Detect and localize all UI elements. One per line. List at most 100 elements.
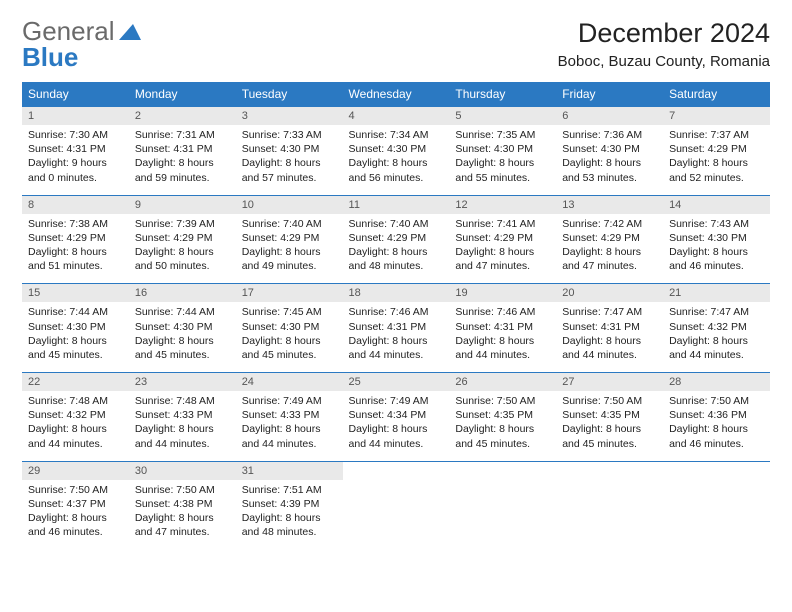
daylight-text: Daylight: 8 hours and 44 minutes. xyxy=(562,334,657,362)
calendar-day-cell: 13Sunrise: 7:42 AMSunset: 4:29 PMDayligh… xyxy=(556,195,663,284)
weekday-header: Sunday xyxy=(22,82,129,107)
sunset-text: Sunset: 4:36 PM xyxy=(669,408,764,422)
logo-sail-icon xyxy=(119,16,141,46)
sunrise-text: Sunrise: 7:49 AM xyxy=(349,394,444,408)
day-body: Sunrise: 7:31 AMSunset: 4:31 PMDaylight:… xyxy=(129,125,236,195)
day-number: 10 xyxy=(236,196,343,214)
day-number: 1 xyxy=(22,107,129,125)
day-number: 22 xyxy=(22,373,129,391)
sunrise-text: Sunrise: 7:42 AM xyxy=(562,217,657,231)
day-body: Sunrise: 7:50 AMSunset: 4:36 PMDaylight:… xyxy=(663,391,770,461)
day-number: 24 xyxy=(236,373,343,391)
daylight-text: Daylight: 8 hours and 47 minutes. xyxy=(562,245,657,273)
sunset-text: Sunset: 4:30 PM xyxy=(242,320,337,334)
day-body: Sunrise: 7:37 AMSunset: 4:29 PMDaylight:… xyxy=(663,125,770,195)
daylight-text: Daylight: 8 hours and 48 minutes. xyxy=(349,245,444,273)
daylight-text: Daylight: 8 hours and 46 minutes. xyxy=(669,422,764,450)
sunset-text: Sunset: 4:29 PM xyxy=(669,142,764,156)
sunrise-text: Sunrise: 7:45 AM xyxy=(242,305,337,319)
sunrise-text: Sunrise: 7:41 AM xyxy=(455,217,550,231)
daylight-text: Daylight: 8 hours and 49 minutes. xyxy=(242,245,337,273)
weekday-header: Wednesday xyxy=(343,82,450,107)
day-number: 9 xyxy=(129,196,236,214)
day-body: Sunrise: 7:40 AMSunset: 4:29 PMDaylight:… xyxy=(343,214,450,284)
weekday-header: Thursday xyxy=(449,82,556,107)
calendar-day-cell: 24Sunrise: 7:49 AMSunset: 4:33 PMDayligh… xyxy=(236,373,343,462)
day-body: Sunrise: 7:42 AMSunset: 4:29 PMDaylight:… xyxy=(556,214,663,284)
daylight-text: Daylight: 8 hours and 59 minutes. xyxy=(135,156,230,184)
daylight-text: Daylight: 8 hours and 53 minutes. xyxy=(562,156,657,184)
daylight-text: Daylight: 8 hours and 47 minutes. xyxy=(135,511,230,539)
day-number: 23 xyxy=(129,373,236,391)
daylight-text: Daylight: 9 hours and 0 minutes. xyxy=(28,156,123,184)
day-number: 21 xyxy=(663,284,770,302)
logo: General Blue xyxy=(22,18,141,70)
sunset-text: Sunset: 4:31 PM xyxy=(135,142,230,156)
day-number: 6 xyxy=(556,107,663,125)
page-title: December 2024 xyxy=(558,18,770,49)
day-body: Sunrise: 7:44 AMSunset: 4:30 PMDaylight:… xyxy=(129,302,236,372)
daylight-text: Daylight: 8 hours and 55 minutes. xyxy=(455,156,550,184)
day-number: 5 xyxy=(449,107,556,125)
daylight-text: Daylight: 8 hours and 45 minutes. xyxy=(135,334,230,362)
calendar-day-cell: 17Sunrise: 7:45 AMSunset: 4:30 PMDayligh… xyxy=(236,284,343,373)
weekday-header: Monday xyxy=(129,82,236,107)
day-body: Sunrise: 7:34 AMSunset: 4:30 PMDaylight:… xyxy=(343,125,450,195)
day-number: 14 xyxy=(663,196,770,214)
sunset-text: Sunset: 4:33 PM xyxy=(135,408,230,422)
sunset-text: Sunset: 4:31 PM xyxy=(349,320,444,334)
sunset-text: Sunset: 4:37 PM xyxy=(28,497,123,511)
calendar-day-cell: 4Sunrise: 7:34 AMSunset: 4:30 PMDaylight… xyxy=(343,107,450,196)
sunrise-text: Sunrise: 7:30 AM xyxy=(28,128,123,142)
sunrise-text: Sunrise: 7:50 AM xyxy=(455,394,550,408)
sunset-text: Sunset: 4:35 PM xyxy=(562,408,657,422)
calendar-day-cell: 3Sunrise: 7:33 AMSunset: 4:30 PMDaylight… xyxy=(236,107,343,196)
sunset-text: Sunset: 4:31 PM xyxy=(28,142,123,156)
daylight-text: Daylight: 8 hours and 45 minutes. xyxy=(562,422,657,450)
sunrise-text: Sunrise: 7:47 AM xyxy=(562,305,657,319)
sunrise-text: Sunrise: 7:50 AM xyxy=(28,483,123,497)
sunrise-text: Sunrise: 7:39 AM xyxy=(135,217,230,231)
sunset-text: Sunset: 4:29 PM xyxy=(349,231,444,245)
day-body: Sunrise: 7:50 AMSunset: 4:38 PMDaylight:… xyxy=(129,480,236,550)
calendar-day-cell: 8Sunrise: 7:38 AMSunset: 4:29 PMDaylight… xyxy=(22,195,129,284)
sunrise-text: Sunrise: 7:40 AM xyxy=(242,217,337,231)
daylight-text: Daylight: 8 hours and 50 minutes. xyxy=(135,245,230,273)
daylight-text: Daylight: 8 hours and 45 minutes. xyxy=(242,334,337,362)
day-number: 29 xyxy=(22,462,129,480)
sunrise-text: Sunrise: 7:47 AM xyxy=(669,305,764,319)
day-body: Sunrise: 7:50 AMSunset: 4:37 PMDaylight:… xyxy=(22,480,129,550)
sunset-text: Sunset: 4:38 PM xyxy=(135,497,230,511)
weekday-header: Tuesday xyxy=(236,82,343,107)
sunset-text: Sunset: 4:30 PM xyxy=(669,231,764,245)
sunset-text: Sunset: 4:29 PM xyxy=(135,231,230,245)
calendar-day-cell: 14Sunrise: 7:43 AMSunset: 4:30 PMDayligh… xyxy=(663,195,770,284)
day-number: 25 xyxy=(343,373,450,391)
daylight-text: Daylight: 8 hours and 56 minutes. xyxy=(349,156,444,184)
day-body: Sunrise: 7:49 AMSunset: 4:34 PMDaylight:… xyxy=(343,391,450,461)
calendar-week-row: 22Sunrise: 7:48 AMSunset: 4:32 PMDayligh… xyxy=(22,373,770,462)
day-body: Sunrise: 7:50 AMSunset: 4:35 PMDaylight:… xyxy=(556,391,663,461)
calendar-day-cell xyxy=(449,461,556,549)
daylight-text: Daylight: 8 hours and 52 minutes. xyxy=(669,156,764,184)
day-number: 20 xyxy=(556,284,663,302)
daylight-text: Daylight: 8 hours and 44 minutes. xyxy=(242,422,337,450)
day-body: Sunrise: 7:35 AMSunset: 4:30 PMDaylight:… xyxy=(449,125,556,195)
calendar-day-cell: 6Sunrise: 7:36 AMSunset: 4:30 PMDaylight… xyxy=(556,107,663,196)
calendar-table: Sunday Monday Tuesday Wednesday Thursday… xyxy=(22,82,770,549)
sunrise-text: Sunrise: 7:50 AM xyxy=(135,483,230,497)
calendar-day-cell: 22Sunrise: 7:48 AMSunset: 4:32 PMDayligh… xyxy=(22,373,129,462)
day-number: 19 xyxy=(449,284,556,302)
calendar-week-row: 8Sunrise: 7:38 AMSunset: 4:29 PMDaylight… xyxy=(22,195,770,284)
day-body: Sunrise: 7:46 AMSunset: 4:31 PMDaylight:… xyxy=(343,302,450,372)
sunset-text: Sunset: 4:32 PM xyxy=(669,320,764,334)
weekday-header-row: Sunday Monday Tuesday Wednesday Thursday… xyxy=(22,82,770,107)
calendar-day-cell xyxy=(556,461,663,549)
sunrise-text: Sunrise: 7:44 AM xyxy=(135,305,230,319)
day-number: 16 xyxy=(129,284,236,302)
day-body: Sunrise: 7:50 AMSunset: 4:35 PMDaylight:… xyxy=(449,391,556,461)
calendar-day-cell: 25Sunrise: 7:49 AMSunset: 4:34 PMDayligh… xyxy=(343,373,450,462)
calendar-day-cell: 7Sunrise: 7:37 AMSunset: 4:29 PMDaylight… xyxy=(663,107,770,196)
day-number: 15 xyxy=(22,284,129,302)
day-body: Sunrise: 7:48 AMSunset: 4:33 PMDaylight:… xyxy=(129,391,236,461)
